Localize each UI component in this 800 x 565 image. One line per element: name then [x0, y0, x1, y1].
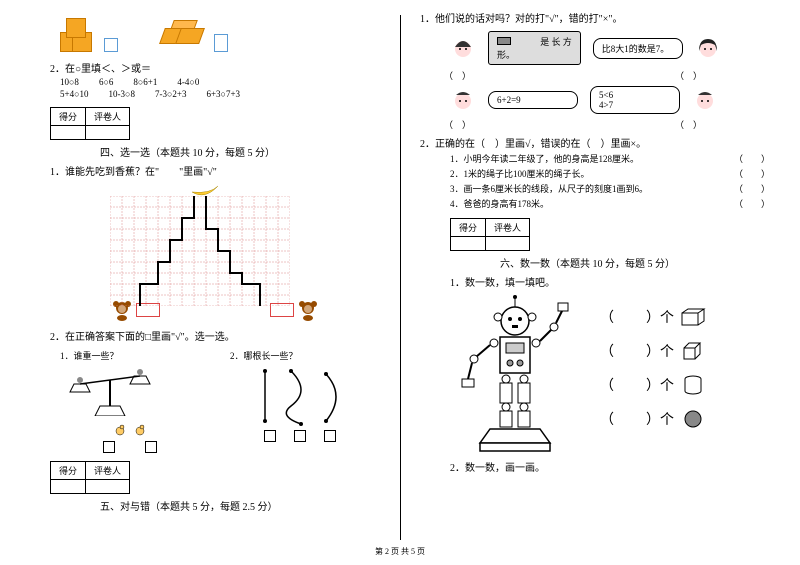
- speech-bubble: 是 长 方 形。: [488, 31, 581, 65]
- page-footer: 第 2 页 共 5 页: [0, 546, 800, 557]
- score-table-4: 得分评卷人: [50, 107, 130, 140]
- check-box[interactable]: [264, 430, 276, 442]
- tf-item: 3．画一条6厘米长的线段，从尺子的刻度1画到6。（ ）: [450, 182, 780, 195]
- fill-item: 4-4○0: [177, 77, 199, 87]
- balance-icon: [60, 366, 160, 416]
- banana-maze: [110, 182, 290, 322]
- cube-icon: [680, 341, 706, 361]
- shape-count-list: （）个 （）个 （）个 （）个: [600, 295, 706, 455]
- woman-face-icon: [695, 35, 721, 61]
- chicken-icon: [113, 423, 127, 437]
- section-5-title: 五、对与错（本题共 5 分，每题 2.5 分）: [100, 498, 380, 513]
- grader-label: 评卷人: [86, 108, 130, 126]
- fill-item: 6+3○7+3: [206, 89, 240, 99]
- tf-item: 1．小明今年读二年级了，他的身高是128厘米。（ ）: [450, 152, 780, 165]
- check-box[interactable]: [103, 441, 115, 453]
- choice-lines: 2．哪根长一些？: [230, 349, 370, 453]
- grader-label: 评卷人: [486, 219, 530, 237]
- score-label: 得分: [451, 219, 486, 237]
- boy2-face-icon: [692, 87, 718, 113]
- score-table-5: 得分评卷人: [50, 461, 130, 494]
- monkey-icon: [296, 298, 320, 322]
- score-table-6: 得分评卷人: [450, 218, 530, 251]
- line-curve: [283, 366, 313, 426]
- banana-icon: [190, 182, 220, 196]
- q6-1: 1．数一数，填一填吧。: [450, 274, 780, 289]
- fill-item: 5+4○10: [60, 89, 89, 99]
- cylinder-icon: [680, 375, 706, 395]
- choice-balance: 1．谁重一些？: [60, 349, 200, 453]
- score-label: 得分: [51, 108, 86, 126]
- q4-2: 2．在正确答案下面的□里画"√"。选一选。: [50, 328, 380, 343]
- check-box[interactable]: [294, 430, 306, 442]
- girl-face-icon: [450, 35, 476, 61]
- speech-area: 是 长 方 形。 比8大1的数是7。 （ ） （ ） 6+2=9 5<6 4>7…: [450, 31, 780, 131]
- cuboid-icon: [680, 307, 706, 327]
- choice-title: 2．哪根长一些？: [230, 349, 370, 362]
- fill-item: 10-3○8: [109, 89, 135, 99]
- speech-bubble: 5<6 4>7: [590, 86, 680, 114]
- check-box[interactable]: [324, 430, 336, 442]
- line-arc: [321, 366, 346, 426]
- score-label: 得分: [51, 462, 86, 480]
- fill-item: 6○6: [99, 77, 113, 87]
- check-box[interactable]: [145, 441, 157, 453]
- speech-bubble: 6+2=9: [488, 91, 578, 109]
- fill-item: 8○6+1: [133, 77, 157, 87]
- tf-item: 4．爸爸的身高有178米。（ ）: [450, 197, 780, 210]
- q4-1: 1．谁能先吃到香蕉？在" "里画"√": [50, 163, 380, 178]
- fill-item: 10○8: [60, 77, 79, 87]
- sphere-icon: [680, 409, 706, 429]
- fill-row-1: 10○8 6○6 8○6+1 4-4○0: [60, 77, 380, 87]
- cube-group-2: [158, 16, 228, 52]
- choice-title: 1．谁重一些？: [60, 349, 200, 362]
- section-6-title: 六、数一数（本题共 10 分，每题 5 分）: [500, 255, 780, 270]
- fill-item: 7-3○2+3: [155, 89, 187, 99]
- line-straight: [255, 366, 275, 426]
- speech-bubble: 比8大1的数是7。: [593, 38, 683, 59]
- section-4-title: 四、选一选（本题共 10 分，每题 5 分）: [100, 144, 380, 159]
- q5-1: 1．他们说的话对吗？对的打"√"，错的打"×"。: [420, 10, 780, 25]
- grader-label: 评卷人: [86, 462, 130, 480]
- tf-item: 2．1米的绳子比100厘米的绳子长。（ ）: [450, 167, 780, 180]
- boy-face-icon: [450, 87, 476, 113]
- cube-group-1: [60, 16, 118, 52]
- cube-comparison: [60, 16, 380, 52]
- robot-figure: [450, 295, 580, 455]
- fill-row-2: 5+4○10 10-3○8 7-3○2+3 6+3○7+3: [60, 89, 380, 99]
- q2-label: 2．在○里填＜、＞或＝: [50, 60, 380, 75]
- chicken-icon: [133, 423, 147, 437]
- q5-2: 2．正确的在（ ）里画√，错误的在（ ）里画×。: [420, 135, 780, 150]
- q6-2: 2．数一数，画一画。: [450, 459, 780, 474]
